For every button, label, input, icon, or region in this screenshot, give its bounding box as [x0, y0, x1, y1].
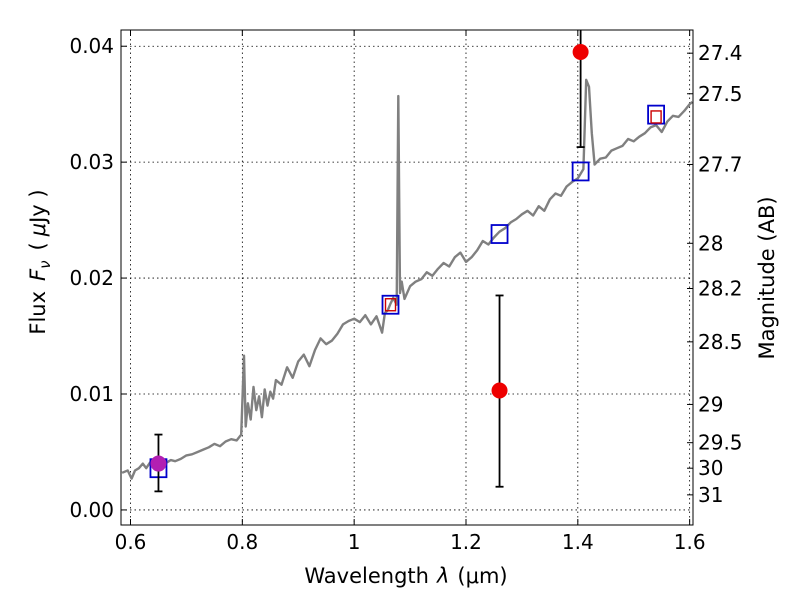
tick-layer: 0.6 0.8 1 1.2 1.4 1.6 0.00 0.01 0.02 0.03 0.04 27.4… [69, 30, 743, 554]
y-tick-label: 0.04 [69, 34, 114, 58]
observed-point [150, 455, 167, 472]
spectrum-line [121, 78, 693, 480]
observed-point [572, 44, 589, 61]
y-tick-label: 0.03 [69, 150, 114, 174]
series-layer [121, 30, 693, 493]
x-tick-label: 1.4 [562, 530, 594, 554]
x-tick-label: 0.6 [115, 530, 147, 554]
y2-tick-label: 31 [698, 483, 723, 507]
y2-tick-label: 29 [698, 392, 723, 416]
x-tick-label: 1.6 [674, 530, 706, 554]
y2-tick-label: 29.5 [698, 431, 743, 455]
model-photometry-inner-square [650, 110, 662, 124]
x-axis-label: Wavelength λ (μm) [304, 564, 507, 588]
plot-area [121, 30, 693, 525]
y2-tick-label: 27.7 [698, 152, 743, 176]
y-axis-label: FluxFν(μJy ) [26, 189, 54, 334]
model-photometry-inner-square [384, 298, 397, 312]
x-tick-label: 0.8 [226, 530, 258, 554]
model-photometry-square [381, 294, 400, 315]
grid-lines [121, 30, 693, 525]
y-tick-label: 0.00 [69, 498, 114, 522]
model-photometry-square [490, 224, 509, 244]
x-tick-label: 1.2 [450, 530, 482, 554]
plot-frame [120, 29, 694, 526]
y2-tick-label: 28.2 [698, 277, 743, 301]
y2-tick-label: 30 [698, 456, 723, 480]
model-photometry-square [571, 161, 590, 182]
y2-tick-label: 28.5 [698, 330, 743, 354]
y-tick-label: 0.01 [69, 382, 114, 406]
y2-axis-label: Magnitude (AB) [755, 196, 779, 359]
y-tick-label: 0.02 [69, 266, 114, 290]
observed-point [491, 382, 508, 399]
y2-tick-label: 28 [698, 231, 723, 255]
x-tick-label: 1 [348, 530, 361, 554]
y2-tick-label: 27.4 [698, 41, 743, 65]
y2-tick-label: 27.5 [698, 82, 743, 106]
